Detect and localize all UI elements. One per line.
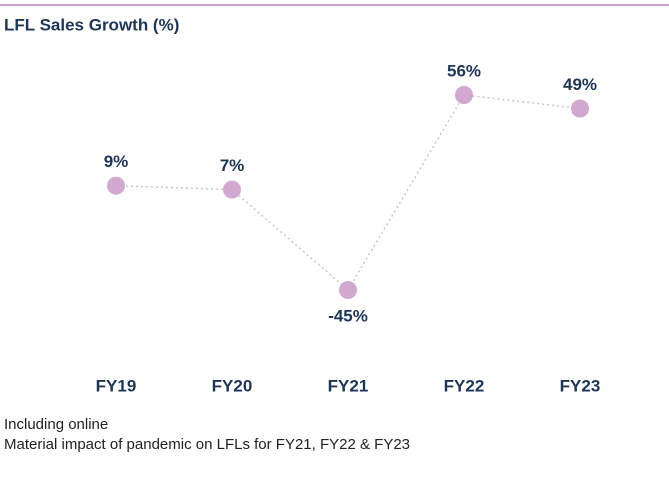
point	[223, 180, 241, 199]
data-label: 49%	[563, 75, 597, 94]
x-tick-label: FY22	[444, 376, 485, 395]
data-label: -45%	[328, 306, 368, 325]
annotation: Including online	[4, 416, 108, 433]
series-line	[115, 94, 581, 292]
chart-title: LFL Sales Growth (%)	[4, 15, 179, 34]
point	[571, 99, 589, 118]
x-tick-label: FY23	[560, 376, 601, 395]
x-tick-label: FY20	[212, 376, 253, 395]
annotation: Material impact of pandemic on LFLs for …	[4, 436, 410, 453]
data-label: 7%	[220, 156, 245, 175]
point	[107, 176, 125, 195]
x-tick-label: FY19	[96, 376, 137, 395]
point	[455, 86, 473, 104]
data-label: 9%	[104, 152, 129, 171]
data-label: 56%	[447, 61, 481, 80]
point	[339, 281, 357, 299]
x-tick-label: FY21	[328, 376, 369, 395]
